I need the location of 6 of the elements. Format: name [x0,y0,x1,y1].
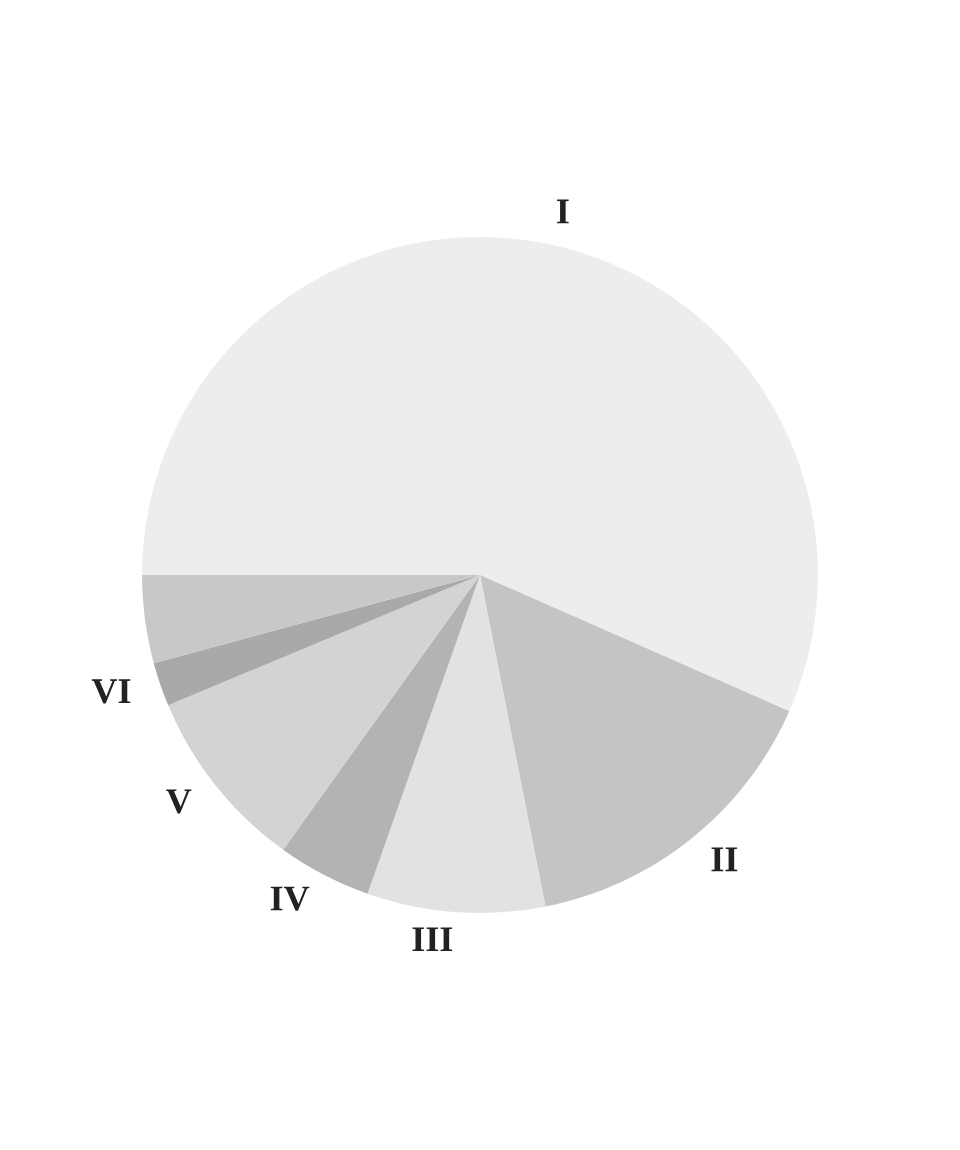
slice-label: III [412,927,453,952]
slice-label: II [711,847,738,872]
slice-label: V [166,789,192,814]
slice-label: I [557,199,569,224]
slice-label: VI [91,679,131,704]
slice-label: IV [270,886,310,911]
